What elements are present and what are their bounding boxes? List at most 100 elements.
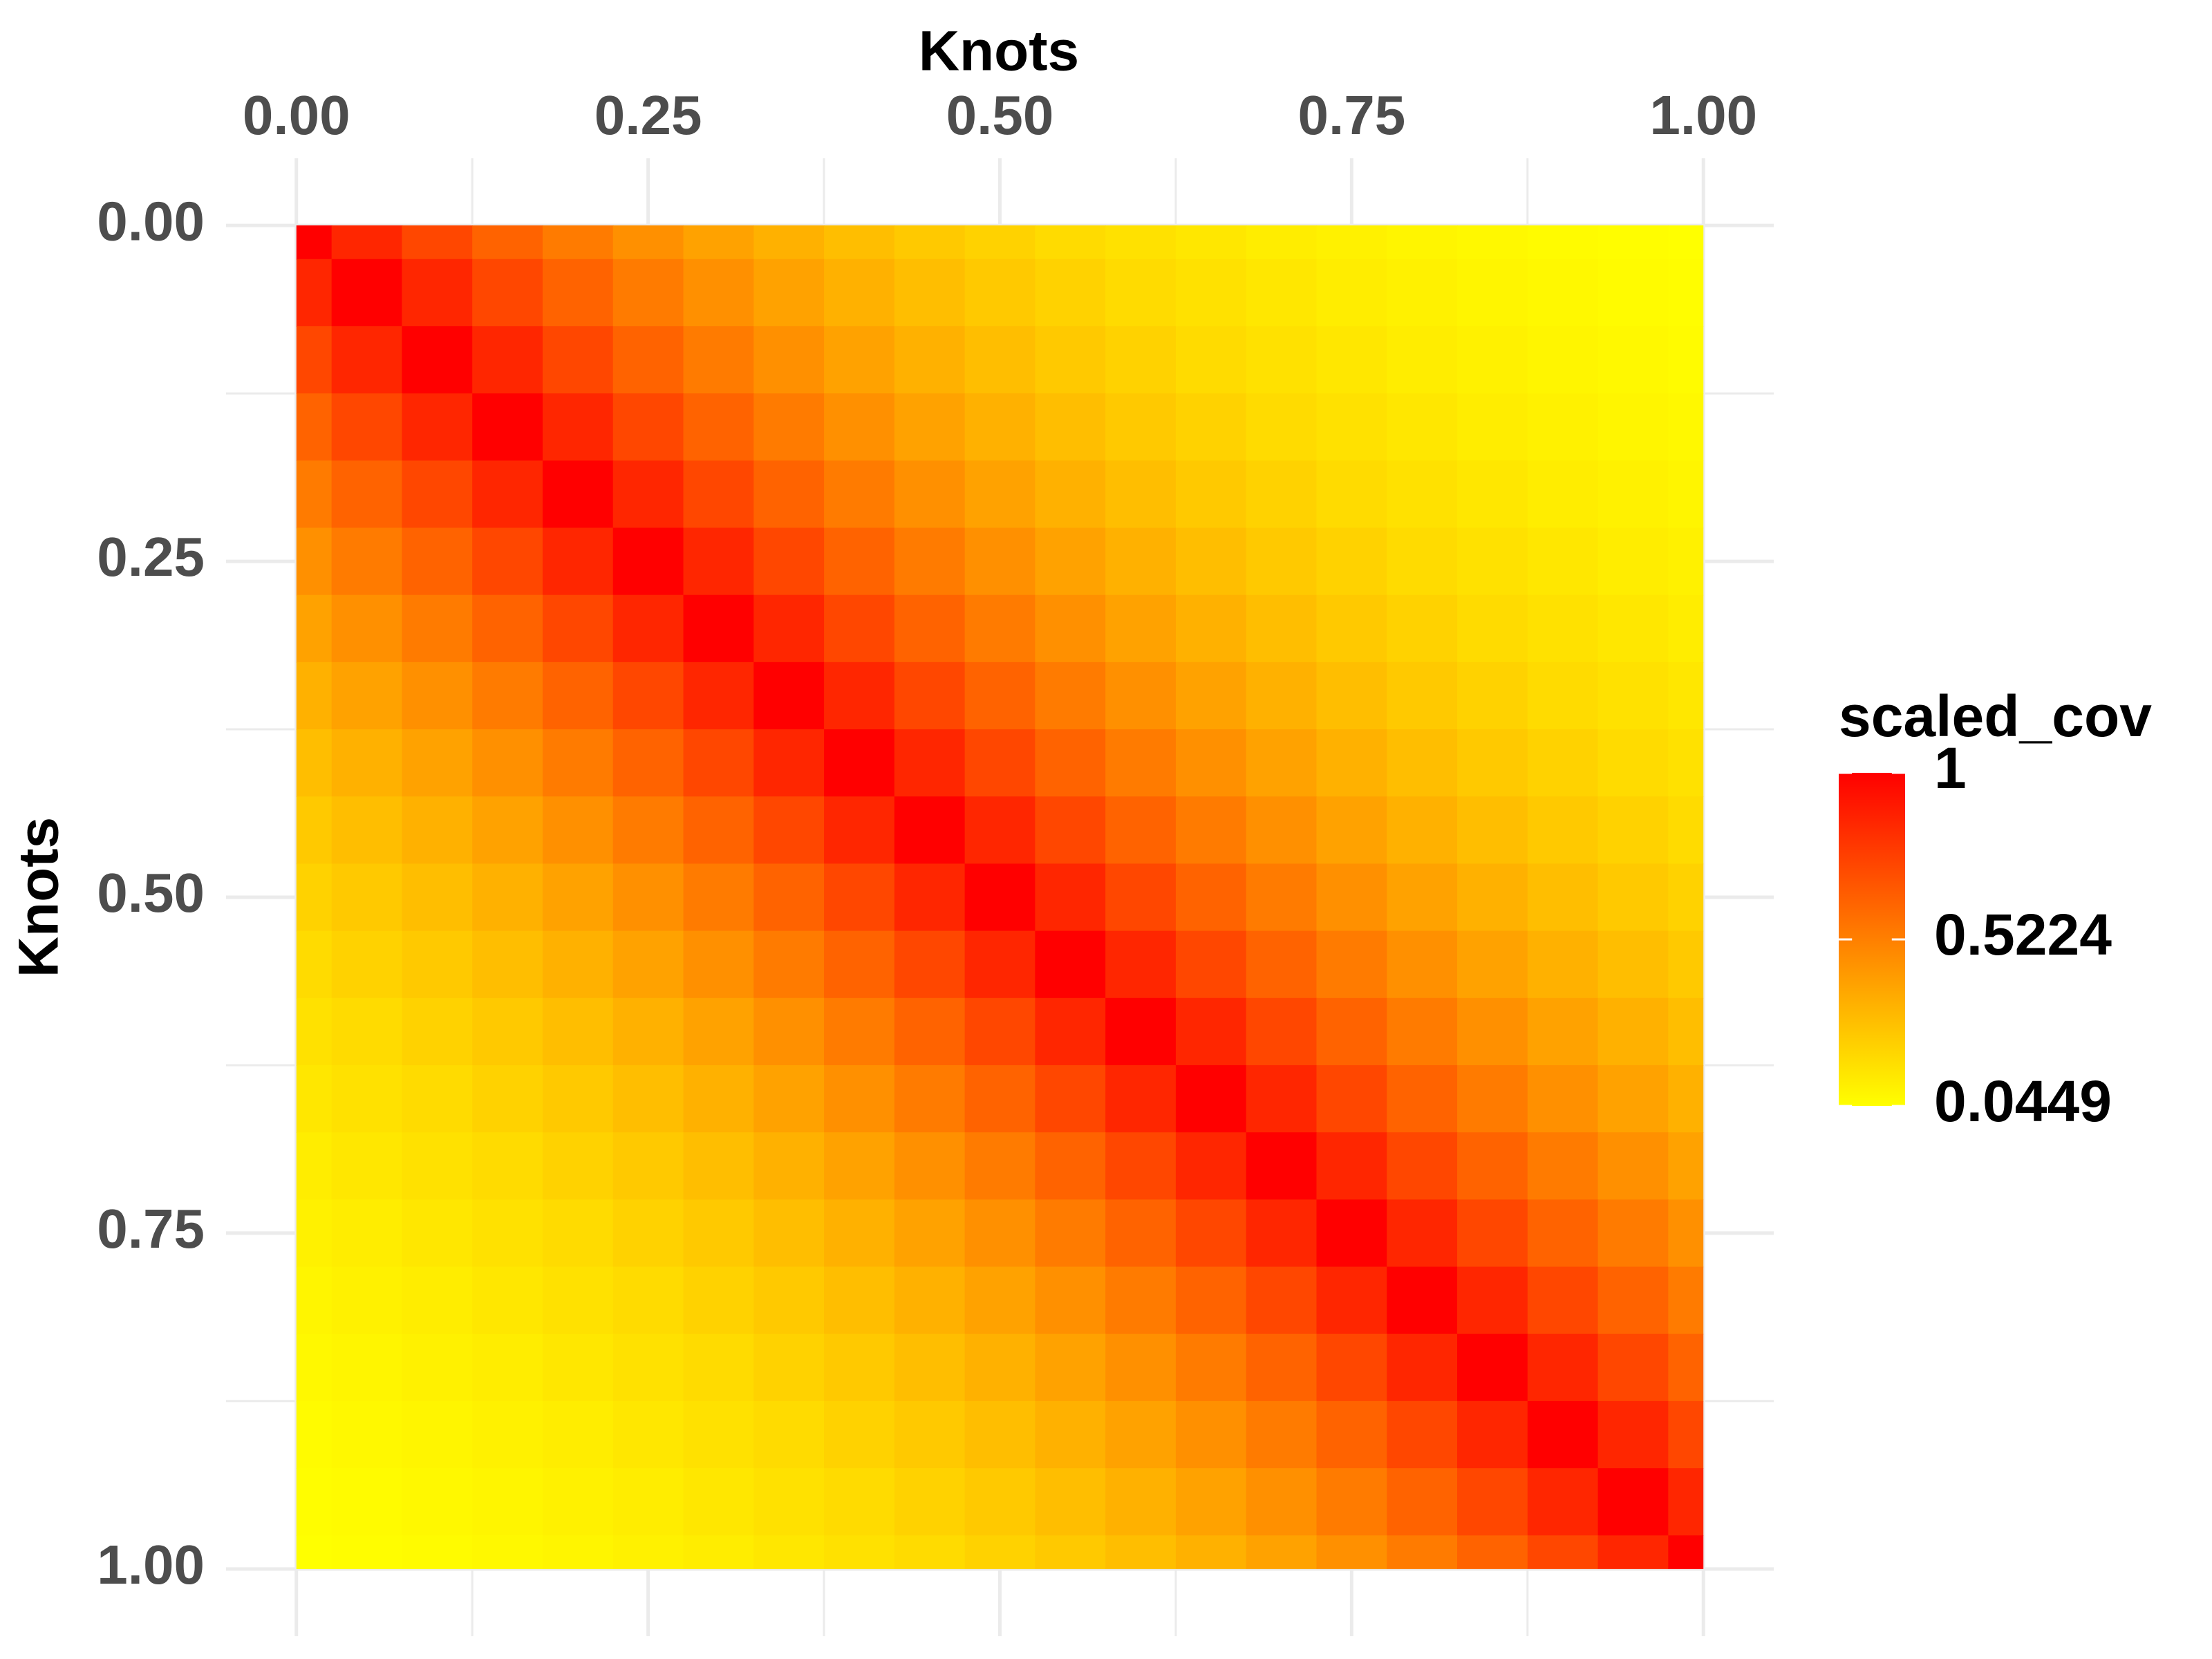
- heatmap-cell: [1105, 1065, 1177, 1133]
- heatmap-cell: [1316, 259, 1388, 327]
- x-tick-label: 1.00: [1649, 84, 1757, 146]
- heatmap-cell: [402, 930, 474, 999]
- heatmap-cell: [612, 729, 684, 798]
- heatmap-cell: [1457, 863, 1528, 932]
- heatmap-cell: [1035, 997, 1106, 1066]
- heatmap-cell: [1597, 796, 1669, 865]
- heatmap-cell: [542, 1468, 614, 1537]
- heatmap-cell: [683, 997, 755, 1066]
- heatmap-cell: [472, 1266, 543, 1335]
- heatmap-cell: [296, 729, 332, 798]
- heatmap-cell: [296, 662, 332, 730]
- heatmap-cell: [612, 1400, 684, 1469]
- heatmap-cell: [894, 527, 966, 596]
- heatmap-cell: [1035, 460, 1106, 529]
- heatmap-cell: [612, 527, 684, 596]
- heatmap-cell: [964, 1400, 1036, 1469]
- heatmap-cell: [1668, 1535, 1704, 1569]
- heatmap-cell: [894, 997, 966, 1066]
- heatmap-cell: [1668, 1400, 1704, 1469]
- heatmap-cell: [1597, 1468, 1669, 1537]
- heatmap-cell: [964, 527, 1036, 596]
- heatmap-cell: [1527, 1199, 1599, 1268]
- heatmap-cell: [1035, 1333, 1106, 1402]
- heatmap-cell: [964, 796, 1036, 865]
- heatmap-cell: [1387, 460, 1458, 529]
- heatmap-cell: [1527, 460, 1599, 529]
- heatmap-cell: [964, 1132, 1036, 1201]
- heatmap-cell: [824, 393, 895, 462]
- heatmap-cell: [964, 997, 1036, 1066]
- heatmap-cell: [1246, 863, 1318, 932]
- heatmap-cell: [1175, 729, 1247, 798]
- heatmap-cell: [1105, 729, 1177, 798]
- heatmap-cell: [331, 326, 403, 394]
- heatmap-cell: [894, 225, 966, 260]
- heatmap-cell: [612, 1132, 684, 1201]
- heatmap-cell: [1387, 729, 1458, 798]
- heatmap-cell: [1597, 1199, 1669, 1268]
- heatmap-cell: [824, 1400, 895, 1469]
- heatmap-cell: [1105, 863, 1177, 932]
- heatmap-cell: [1597, 729, 1669, 798]
- heatmap-cell: [1035, 1535, 1106, 1569]
- heatmap-cell: [1175, 1535, 1247, 1569]
- heatmap-cell: [1246, 1400, 1318, 1469]
- heatmap-cell: [753, 1468, 825, 1537]
- heatmap-cell: [1316, 1333, 1388, 1402]
- heatmap-cell: [296, 393, 332, 462]
- heatmap-cell: [1175, 1065, 1247, 1133]
- heatmap-cell: [542, 997, 614, 1066]
- heatmap-cell: [683, 1468, 755, 1537]
- heatmap-cell: [542, 1132, 614, 1201]
- heatmap-cell: [1387, 527, 1458, 596]
- heatmap-cell: [1316, 863, 1388, 932]
- heatmap-cell: [472, 259, 543, 327]
- heatmap-cell: [1457, 527, 1528, 596]
- heatmap-cell: [1105, 1266, 1177, 1335]
- heatmap-cell: [542, 863, 614, 932]
- heatmap-cell: [1316, 662, 1388, 730]
- heatmap-cell: [824, 796, 895, 865]
- heatmap-cell: [1457, 1535, 1528, 1569]
- heatmap-cell: [542, 326, 614, 394]
- heatmap-cell: [1527, 729, 1599, 798]
- heatmap-cell: [1527, 1400, 1599, 1469]
- heatmap-cell: [753, 796, 825, 865]
- heatmap-cell: [1387, 393, 1458, 462]
- heatmap-cell: [472, 326, 543, 394]
- heatmap-cell: [296, 863, 332, 932]
- heatmap-cell: [1527, 863, 1599, 932]
- heatmap-cell: [964, 863, 1036, 932]
- heatmap-cell: [1597, 1132, 1669, 1201]
- heatmap-cell: [1105, 460, 1177, 529]
- heatmap-cell: [1387, 863, 1458, 932]
- heatmap-cell: [1035, 259, 1106, 327]
- heatmap-cell: [753, 326, 825, 394]
- heatmap-cell: [964, 1535, 1036, 1569]
- heatmap-cell: [1457, 662, 1528, 730]
- heatmap-cell: [402, 225, 474, 260]
- heatmap-cell: [1387, 930, 1458, 999]
- heatmap-cell: [612, 997, 684, 1066]
- heatmap-cell: [683, 527, 755, 596]
- heatmap-cell: [402, 1333, 474, 1402]
- y-tick-label: 0.25: [97, 526, 205, 588]
- heatmap-cell: [1668, 997, 1704, 1066]
- heatmap-cell: [1387, 594, 1458, 663]
- heatmap-cell: [542, 259, 614, 327]
- heatmap-cell: [1316, 460, 1388, 529]
- legend-label: 1: [1934, 735, 1967, 800]
- heatmap-cell: [1246, 460, 1318, 529]
- heatmap-cell: [1527, 1065, 1599, 1133]
- heatmap-cell: [1457, 1266, 1528, 1335]
- heatmap-cell: [542, 662, 614, 730]
- heatmap-cell: [612, 1535, 684, 1569]
- heatmap-cell: [1175, 460, 1247, 529]
- heatmap-cell: [402, 259, 474, 327]
- heatmap-cell: [1387, 1065, 1458, 1133]
- heatmap-cell: [472, 796, 543, 865]
- heatmap-cell: [1316, 930, 1388, 999]
- heatmap-cell: [1316, 1132, 1388, 1201]
- heatmap-cell: [753, 527, 825, 596]
